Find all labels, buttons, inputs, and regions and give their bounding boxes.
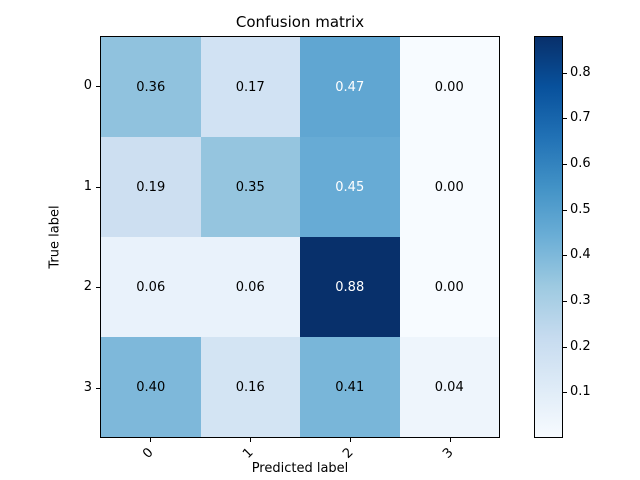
colorbar-tick — [563, 392, 567, 394]
cell-value-label: 0.06 — [235, 279, 265, 295]
colorbar-tick-label: 0.7 — [570, 110, 591, 126]
y-tick-label: 0 — [83, 78, 92, 94]
cell-value-label: 0.40 — [136, 379, 166, 395]
heatmap-cell: 0.00 — [399, 237, 499, 337]
x-tick-label: 0 — [140, 445, 157, 462]
y-tick-label: 3 — [83, 379, 92, 395]
cell-value-label: 0.41 — [335, 379, 365, 395]
colorbar-tick — [563, 163, 567, 165]
colorbar-tick — [563, 118, 567, 120]
cell-value-label: 0.45 — [335, 179, 365, 195]
colorbar — [534, 36, 563, 438]
heatmap-cell: 0.00 — [399, 137, 499, 237]
heatmap-cell: 0.06 — [200, 237, 300, 337]
heatmap-cell: 0.35 — [200, 137, 300, 237]
colorbar-tick — [563, 300, 567, 302]
colorbar-tick-label: 0.4 — [570, 247, 591, 263]
plot-area: 0.36 0.17 0.47 0.00 0.19 0.35 0.45 0.00 0.06 0.06… — [100, 36, 500, 438]
heatmap-cell: 0.36 — [101, 37, 201, 137]
x-tick-label: 1 — [240, 445, 257, 462]
cell-value-label: 0.04 — [434, 379, 464, 395]
y-axis-tick — [96, 287, 100, 289]
heatmap-cell: 0.19 — [101, 137, 201, 237]
y-axis-tick — [96, 186, 100, 188]
x-axis-tick — [150, 438, 151, 442]
cell-value-label: 0.19 — [136, 179, 166, 195]
heatmap-cell: 0.17 — [200, 37, 300, 137]
heatmap-grid: 0.36 0.17 0.47 0.00 0.19 0.35 0.45 0.00 0.06 0.06… — [101, 37, 499, 437]
heatmap-cell: 0.45 — [300, 137, 400, 237]
colorbar-tick-label: 0.2 — [570, 338, 591, 354]
colorbar-tick — [563, 209, 567, 211]
cell-value-label: 0.00 — [434, 179, 464, 195]
y-axis-label: True label — [47, 205, 63, 269]
cell-value-label: 0.17 — [235, 79, 265, 95]
colorbar-tick-label: 0.8 — [570, 64, 591, 80]
heatmap-cell: 0.88 — [300, 237, 400, 337]
heatmap-cell: 0.16 — [200, 337, 300, 437]
x-axis-tick — [450, 438, 451, 442]
x-tick-label: 2 — [340, 445, 357, 462]
y-axis-tick — [96, 387, 100, 389]
heatmap-cell: 0.00 — [399, 37, 499, 137]
y-tick-label: 1 — [83, 178, 92, 194]
x-axis-tick — [350, 438, 351, 442]
heatmap-cell: 0.41 — [300, 337, 400, 437]
colorbar-tick — [563, 255, 567, 257]
colorbar-tick-label: 0.1 — [570, 384, 591, 400]
colorbar-tick — [563, 346, 567, 348]
cell-value-label: 0.06 — [136, 279, 166, 295]
cell-value-label: 0.36 — [136, 79, 166, 95]
heatmap-cell: 0.40 — [101, 337, 201, 437]
colorbar-tick — [563, 72, 567, 74]
cell-value-label: 0.47 — [335, 79, 365, 95]
y-axis-tick — [96, 86, 100, 88]
cell-value-label: 0.00 — [434, 279, 464, 295]
heatmap-cell: 0.04 — [399, 337, 499, 437]
colorbar-tick-label: 0.6 — [570, 155, 591, 171]
cell-value-label: 0.16 — [235, 379, 265, 395]
cell-value-label: 0.00 — [434, 79, 464, 95]
cell-value-label: 0.35 — [235, 179, 265, 195]
y-tick-label: 2 — [83, 279, 92, 295]
colorbar-tick-label: 0.3 — [570, 292, 591, 308]
x-axis-label: Predicted label — [251, 461, 349, 476]
x-axis-tick — [250, 438, 251, 442]
colorbar-tick-label: 0.5 — [570, 201, 591, 217]
cell-value-label: 0.88 — [335, 279, 365, 295]
heatmap-cell: 0.06 — [101, 237, 201, 337]
heatmap-cell: 0.47 — [300, 37, 400, 137]
chart-title: Confusion matrix — [235, 13, 365, 31]
x-tick-label: 3 — [440, 445, 457, 462]
